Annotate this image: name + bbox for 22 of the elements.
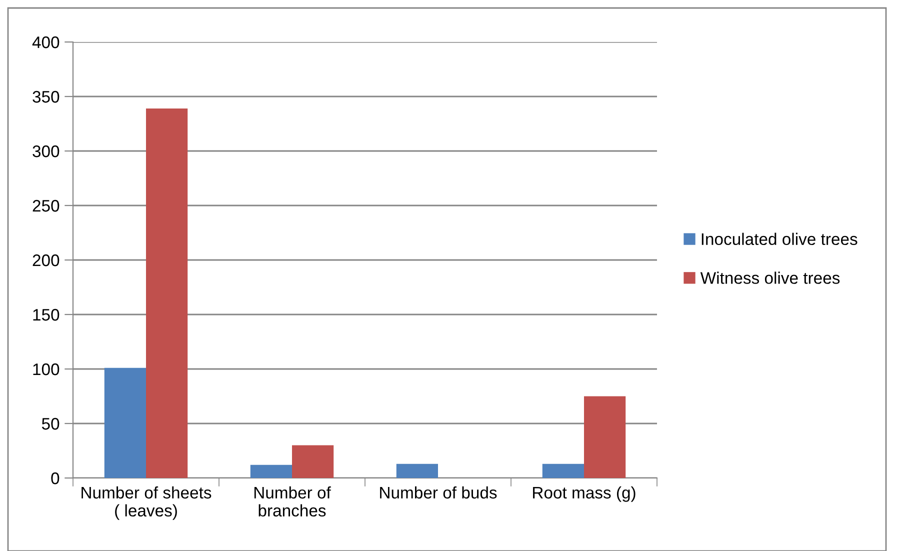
y-tick-label: 150 bbox=[33, 308, 60, 321]
y-tick-label: 300 bbox=[32, 145, 60, 158]
x-tick-label: Number of buds bbox=[380, 486, 497, 499]
y-tick-label: 50 bbox=[42, 418, 60, 430]
x-tick-label: Number of sheets ( leaves) bbox=[82, 486, 212, 520]
y-tick-label: 350 bbox=[32, 90, 60, 103]
x-tick-label: Number of branches bbox=[254, 486, 331, 517]
y-tick-label: 250 bbox=[32, 200, 60, 212]
y-tick-label: 400 bbox=[32, 36, 60, 48]
y-tick-label: 0 bbox=[51, 472, 60, 484]
legend-label: Inoculated olive trees bbox=[702, 232, 858, 246]
y-tick-label: 200 bbox=[32, 254, 60, 266]
bar bbox=[292, 445, 334, 478]
bar bbox=[396, 464, 438, 478]
bar bbox=[584, 396, 626, 478]
bar bbox=[542, 464, 584, 478]
x-tick-label: Root mass (g) bbox=[533, 486, 636, 502]
bar bbox=[250, 464, 292, 478]
legend-label: Witness olive trees bbox=[700, 272, 840, 284]
y-tick-label: 100 bbox=[33, 363, 60, 376]
bar bbox=[146, 108, 188, 478]
bar bbox=[104, 368, 146, 478]
